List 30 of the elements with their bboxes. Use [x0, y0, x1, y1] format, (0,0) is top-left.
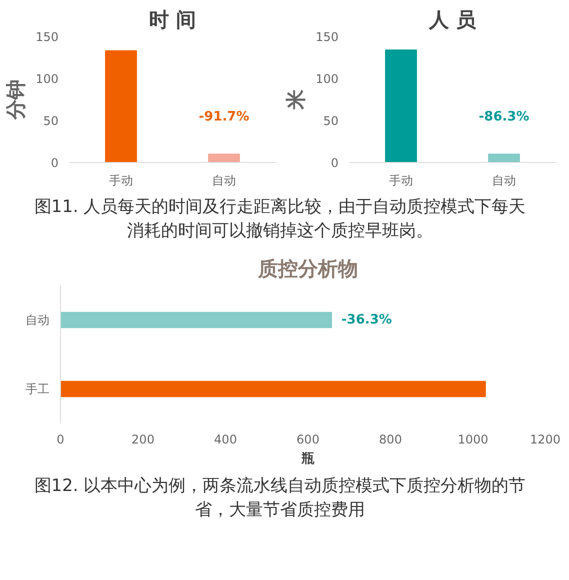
- x-tick-label: 400: [214, 432, 237, 446]
- x-tick-label: 1200: [530, 432, 561, 446]
- annotation: -36.3%: [341, 312, 392, 328]
- y-tick-label: 手工: [26, 382, 50, 396]
- y-axis-title: 分钟: [4, 80, 28, 120]
- y-tick-label: 100: [36, 72, 58, 86]
- caption: 图12. 以本中心为例，两条流水线自动质控模式下质控分析物的节省，大量节省质控费用: [33, 474, 527, 522]
- y-axis-title: 米: [284, 88, 308, 110]
- y-tick-label: 150: [36, 30, 58, 44]
- x-tick-label: 200: [132, 432, 154, 446]
- y-tick-label: 50: [323, 114, 339, 128]
- y-tick-label: 50: [43, 114, 59, 128]
- x-axis-title: 瓶: [300, 451, 314, 466]
- y-tick-label: 0: [330, 156, 339, 170]
- annotation: -91.7%: [198, 110, 250, 125]
- chart-title: 人 员: [428, 8, 477, 32]
- y-tick-label: 150: [316, 30, 338, 44]
- caption: 图11. 人员每天的时间及行走距离比较，由于自动质控模式下每天消耗的时间可以撤销掉这个质控早班岗。: [33, 196, 527, 244]
- x-tick-label: 800: [379, 432, 402, 446]
- chart-title: 质控分析物: [257, 256, 358, 280]
- x-tick-label: 手动: [389, 174, 413, 188]
- x-tick-label: 手动: [109, 174, 133, 188]
- y-tick-label: 100: [316, 72, 338, 86]
- annotation: -86.3%: [478, 110, 530, 125]
- x-tick-label: 1000: [458, 432, 488, 446]
- chart-title: 时 间: [149, 8, 196, 32]
- y-tick-label: 0: [50, 156, 59, 170]
- x-tick-label: 自动: [492, 174, 516, 188]
- x-tick-label: 600: [296, 432, 320, 446]
- x-tick-label: 自动: [212, 174, 236, 188]
